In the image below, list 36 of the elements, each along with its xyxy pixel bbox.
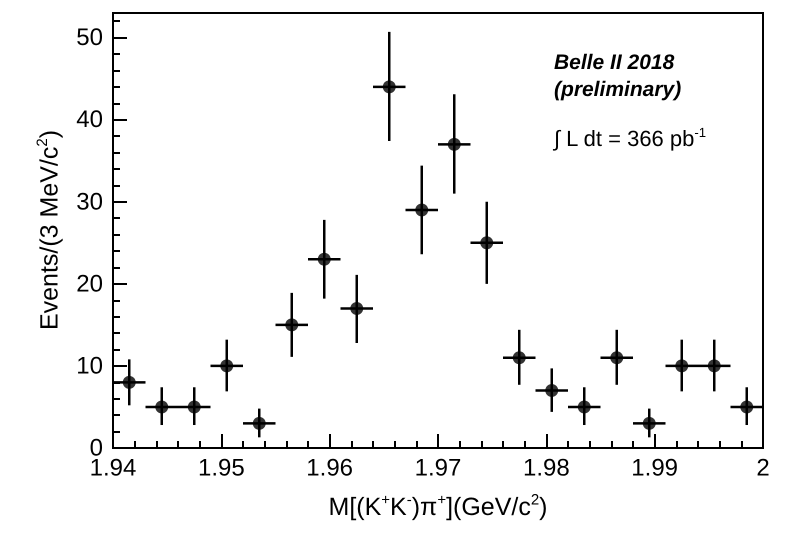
y-tick-label: 30 (76, 188, 103, 216)
point (220, 359, 234, 372)
point (122, 376, 136, 389)
y-tick-label: 40 (76, 106, 103, 134)
x-tick-label: 1.97 (414, 454, 462, 482)
point (610, 351, 624, 364)
annotation: ∫ L dt = 366 pb$^{-1}$ (554, 124, 706, 151)
point (512, 351, 526, 364)
annotation: Belle II 2018 (554, 51, 674, 74)
point (155, 400, 168, 414)
point (708, 359, 721, 372)
point (740, 400, 754, 414)
x-tick-label: 2 (756, 454, 770, 482)
point (318, 252, 331, 266)
x-tick-label: 1.95 (198, 454, 245, 482)
point (675, 359, 688, 372)
point (382, 80, 396, 94)
point (448, 138, 461, 151)
point (350, 302, 364, 315)
point (252, 416, 266, 430)
point (578, 400, 591, 414)
text: M[(K$^{+}$K$^{-}$)π$^{+}$](GeV/c$^{2}$) (328, 492, 548, 521)
x-tick-label: 1.99 (631, 454, 678, 482)
point (545, 384, 558, 398)
x-tick-label: 1.96 (306, 454, 354, 482)
y-tick-label: 50 (76, 24, 103, 52)
point (285, 318, 298, 332)
annotation: (preliminary) (554, 78, 682, 101)
y-tick-label: 10 (76, 352, 103, 380)
point (642, 416, 656, 430)
point (480, 236, 494, 250)
x-tick-label: 1.98 (522, 454, 570, 482)
point (415, 203, 428, 216)
point (188, 400, 201, 414)
y-tick-label: 20 (76, 270, 103, 298)
x-tick-label: 1.94 (90, 454, 136, 482)
